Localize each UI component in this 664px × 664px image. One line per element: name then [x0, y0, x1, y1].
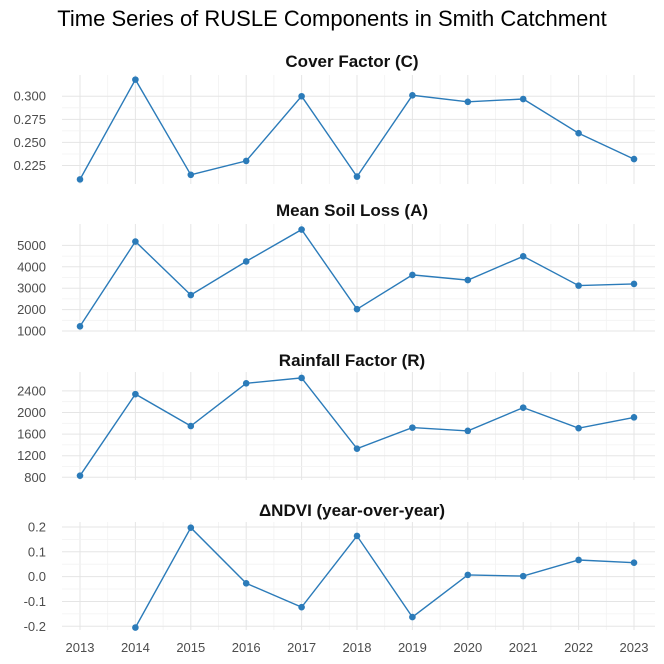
y-tick-label: 1600	[17, 427, 46, 442]
data-point	[464, 98, 472, 106]
series-line	[134, 526, 635, 628]
data-point	[76, 322, 84, 330]
data-point	[409, 424, 416, 431]
y-tick-label: -0.1	[24, 594, 46, 609]
panel-1: 0.225 0.250 0.275 0.300 Cover Factor (C)	[13, 52, 655, 184]
x-tick-label: 2023	[620, 640, 649, 655]
data-point	[187, 291, 195, 299]
y-tick-label: -0.2	[24, 619, 46, 634]
data-point	[353, 445, 361, 452]
y-tick-label: 1200	[17, 448, 46, 463]
y-tick-label: 3000	[17, 281, 46, 296]
chart-title: Time Series of RUSLE Components in Smith…	[57, 6, 607, 31]
y-tick-label: 0.300	[13, 89, 46, 104]
y-tick-label: 2000	[17, 405, 46, 420]
y-tick-label: 0.225	[13, 158, 46, 173]
y-tick-label: 0.2	[28, 519, 46, 534]
data-point	[242, 157, 250, 165]
data-point	[298, 226, 305, 233]
data-point	[353, 173, 361, 180]
data-point	[575, 129, 582, 137]
data-point	[242, 258, 250, 265]
data-point	[76, 176, 84, 183]
data-point	[298, 603, 305, 611]
data-point	[630, 414, 638, 421]
y-tick-label: 800	[24, 470, 46, 485]
x-tick-label: 2014	[121, 640, 150, 655]
panel-title: Rainfall Factor (R)	[279, 351, 425, 370]
x-tick-label: 2013	[66, 640, 95, 655]
data-point	[132, 76, 139, 83]
x-tick-label: 2020	[453, 640, 482, 655]
x-tick-label: 2018	[343, 640, 372, 655]
data-point	[187, 524, 195, 532]
panel-2: 1000 2000 3000 4000 5000 Mean Soil Loss (A)	[17, 201, 655, 339]
data-point	[298, 374, 305, 382]
data-point	[630, 280, 638, 288]
x-tick-label: 2022	[564, 640, 593, 655]
data-point	[132, 238, 139, 245]
x-tick-label: 2021	[509, 640, 538, 655]
x-tick-label: 2015	[176, 640, 205, 655]
panel-title: ΔNDVI (year-over-year)	[259, 501, 445, 520]
y-tick-label: 2400	[17, 383, 46, 398]
data-point	[353, 532, 361, 540]
data-point	[464, 571, 472, 579]
data-point	[298, 92, 305, 100]
data-point	[76, 472, 84, 479]
panel-4: -0.2 -0.1 0.0 0.1 0.2 ΔNDVI (year-over-year)	[24, 501, 655, 634]
y-tick-label: 0.250	[13, 135, 46, 150]
data-point	[630, 559, 638, 567]
y-tick-label: 2000	[17, 302, 46, 317]
data-point	[409, 92, 416, 99]
data-point	[242, 580, 250, 587]
data-point	[575, 424, 582, 432]
data-point	[464, 427, 472, 435]
data-point	[132, 624, 139, 631]
data-point	[187, 171, 195, 179]
data-point	[132, 390, 139, 398]
panel-title: Mean Soil Loss (A)	[276, 201, 428, 220]
data-point	[409, 271, 416, 279]
data-point	[630, 155, 638, 163]
panel-3: 800 1200 1600 2000 2400 Rainfall Factor (R)	[17, 351, 655, 485]
x-tick-label: 2019	[398, 640, 427, 655]
data-point	[464, 276, 472, 284]
x-tick-label: 2016	[232, 640, 261, 655]
data-point	[353, 305, 361, 313]
data-point	[575, 556, 582, 564]
y-tick-label: 4000	[17, 259, 46, 274]
x-tick-label: 2017	[287, 640, 316, 655]
data-point	[187, 422, 195, 430]
data-point	[519, 95, 527, 103]
y-tick-label: 0.1	[28, 544, 46, 559]
y-tick-label: 0.275	[13, 112, 46, 127]
data-point	[519, 404, 527, 411]
panel-title: Cover Factor (C)	[285, 52, 418, 71]
data-point	[242, 380, 250, 387]
data-point	[409, 613, 416, 621]
data-point	[519, 572, 527, 580]
y-tick-label: 5000	[17, 238, 46, 253]
data-point	[575, 282, 582, 289]
y-tick-label: 0.0	[28, 569, 46, 584]
y-tick-label: 1000	[17, 324, 46, 339]
data-point	[519, 253, 527, 260]
